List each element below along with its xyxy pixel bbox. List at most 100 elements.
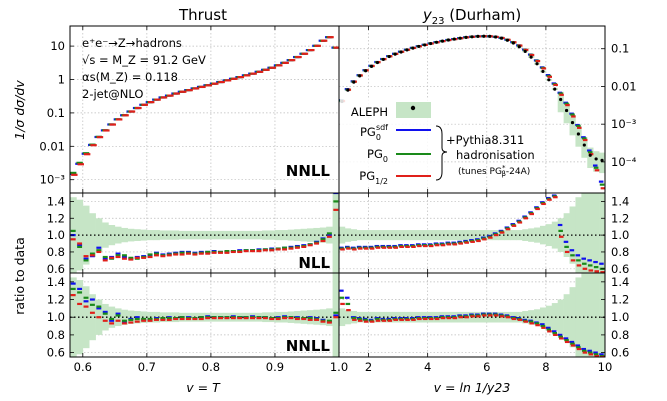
legend-aleph-label: ALEPH xyxy=(351,105,388,119)
ratio-ytick-label-left: 0.6 xyxy=(47,262,65,276)
y23-dist-data-point xyxy=(358,74,362,78)
y23-dist-data-point xyxy=(434,40,439,44)
y23-dist-data-point xyxy=(553,87,557,91)
ratio-ytick-label-left: 1.0 xyxy=(47,228,65,242)
thrust-ratio-nll-data-band xyxy=(172,230,180,240)
thrust-ratio-nll-data-band xyxy=(102,222,109,248)
y23-xtick-label: 6 xyxy=(483,360,490,374)
ratio-ytick-label-left: 1.4 xyxy=(47,275,65,289)
y23-dist-data-band xyxy=(563,102,570,124)
y23-dist-data-point xyxy=(488,34,492,38)
y23-dist-data-band xyxy=(581,137,588,158)
thrust-xtick-label: 1.0 xyxy=(330,360,348,374)
legend-brace xyxy=(435,125,448,181)
y23-dist-data-point xyxy=(458,36,462,40)
y23-dist-data-point xyxy=(446,38,450,42)
thrust-dist-ytick-label: 0.1 xyxy=(47,106,65,120)
legend-aleph-marker xyxy=(410,105,416,111)
y23-dist-data-point xyxy=(517,45,521,49)
y23-dist-data-point xyxy=(559,97,563,102)
y23-xtick-label: 2 xyxy=(365,360,372,374)
y23-dist-ytick-label: 0.1 xyxy=(611,42,629,56)
thrust-ratio-nll-data-band xyxy=(294,229,301,241)
tag-nnll-top: NNLL xyxy=(286,162,331,180)
xlabel-y23: v = ln 1/y23 xyxy=(434,380,511,395)
y23-ratio-nnll-data-band xyxy=(551,303,559,332)
y23-ratio-nll-data-band xyxy=(575,197,582,273)
y23-ratio-nll-data-band xyxy=(427,230,434,241)
y23-xtick-label: 8 xyxy=(542,360,549,374)
y23-ratio-nnll-data-band xyxy=(522,311,529,324)
ratio-ytick-label-left: 1.4 xyxy=(47,194,65,208)
y23-dist-data-point xyxy=(476,34,480,39)
tag-nll: NLL xyxy=(298,254,330,272)
y23-ratio-nll-data-band xyxy=(421,230,428,241)
y23-ratio-nll-data-band xyxy=(350,229,358,241)
info-matching: 2-jet@NLO xyxy=(82,87,143,101)
y23-ratio-nnll-data-band xyxy=(587,273,594,357)
ratio-ytick-label-right: 1.4 xyxy=(611,194,629,208)
thrust-ratio-nll-data-band xyxy=(236,230,244,240)
thrust-ratio-nll-data-band xyxy=(249,230,257,240)
ratio-ytick-label-right: 0.6 xyxy=(611,262,629,276)
y23-dist-data-band xyxy=(599,152,605,174)
thrust-ratio-nnll-data-band xyxy=(102,303,109,331)
thrust-ratio-nll-data-band xyxy=(134,229,141,241)
y23-ratio-nll-data-band xyxy=(593,193,600,273)
thrust-ratio-nll-data-band xyxy=(121,227,128,243)
y23-dist-data-point xyxy=(523,49,527,53)
thrust-dist-ytick-label: 1 xyxy=(58,73,65,87)
y23-dist-data-point xyxy=(482,34,486,38)
y23-ratio-nll-data-band xyxy=(551,221,559,249)
y23-ratio-nll-data-band xyxy=(474,230,482,241)
thrust-ratio-nnll-data-band xyxy=(121,309,128,325)
title-y23: y23 (Durham) xyxy=(422,6,521,27)
y23-dist-data-band xyxy=(593,151,600,172)
y23-ratio-nll-data-band xyxy=(569,206,576,264)
y23-dist-data-point xyxy=(541,69,545,74)
thrust-dist-ytick-label: 10⁻³ xyxy=(40,173,66,187)
y23-ratio-nnll-data-band xyxy=(563,294,570,341)
y23-dist-data-point xyxy=(499,36,504,40)
y23-dist-ytick-label: 10⁻⁴ xyxy=(611,155,637,169)
y23-ratio-nll-data-band xyxy=(386,230,393,241)
thrust-ratio-nll-data-band xyxy=(140,229,148,241)
y23-dist-data-point xyxy=(505,38,510,42)
legend-tunes-label: (tunes PG* β-24A) xyxy=(458,164,530,178)
thrust-ratio-nnll-data-band xyxy=(76,280,84,355)
y23-dist-ytick-label: 10⁻³ xyxy=(611,117,637,131)
thrust-xtick-label: 0.7 xyxy=(138,360,156,374)
thrust-ratio-nll-data-band xyxy=(332,193,339,273)
y23-dist-data-point xyxy=(600,158,604,162)
info-alphas: αs(M_Z) = 0.118 xyxy=(82,70,178,84)
y23-ratio-nll-data-band xyxy=(415,230,423,241)
ratio-ytick-label-right: 0.8 xyxy=(611,245,629,259)
y23-dist-data-point xyxy=(594,157,598,161)
y23-ratio-nll xyxy=(339,193,605,273)
y23-dist-data-point xyxy=(423,43,427,47)
y23-ratio-nll-data-band xyxy=(534,227,541,243)
y23-ratio-nll-data-band xyxy=(445,230,452,241)
y23-ratio-nll-data-band xyxy=(374,230,381,241)
thrust-ratio-nll-data-band xyxy=(217,230,225,240)
y23-dist-data-band xyxy=(575,126,582,147)
ratio-ytick-label-right: 1.0 xyxy=(611,228,629,242)
thrust-dist-ytick-label: 0.01 xyxy=(39,139,65,153)
y23-dist-data-point xyxy=(529,55,533,59)
tag-nnll-bottom: NNLL xyxy=(286,337,331,355)
y23-dist-data-point xyxy=(393,52,397,56)
y23-ratio-nnll-data-band xyxy=(339,308,346,327)
y23-dist-data-point xyxy=(464,35,468,39)
y23-dist-data-point xyxy=(364,69,368,73)
thrust-ratio-nnll xyxy=(70,273,339,357)
thrust-dist xyxy=(70,26,339,193)
y23-dist-data-point xyxy=(570,121,575,125)
y23-dist-data-point xyxy=(535,62,539,66)
thrust-ratio-nll-data-band xyxy=(89,213,96,257)
thrust-ratio-nll-data-band xyxy=(153,230,160,241)
y23-dist-data-band xyxy=(569,114,576,136)
thrust-ratio-nnll-data-band xyxy=(89,294,96,341)
y23-dist-data-point xyxy=(440,39,445,43)
y23-ratio-nnll-data-band xyxy=(575,277,582,357)
y23-ratio-nll-data-band xyxy=(563,213,570,257)
